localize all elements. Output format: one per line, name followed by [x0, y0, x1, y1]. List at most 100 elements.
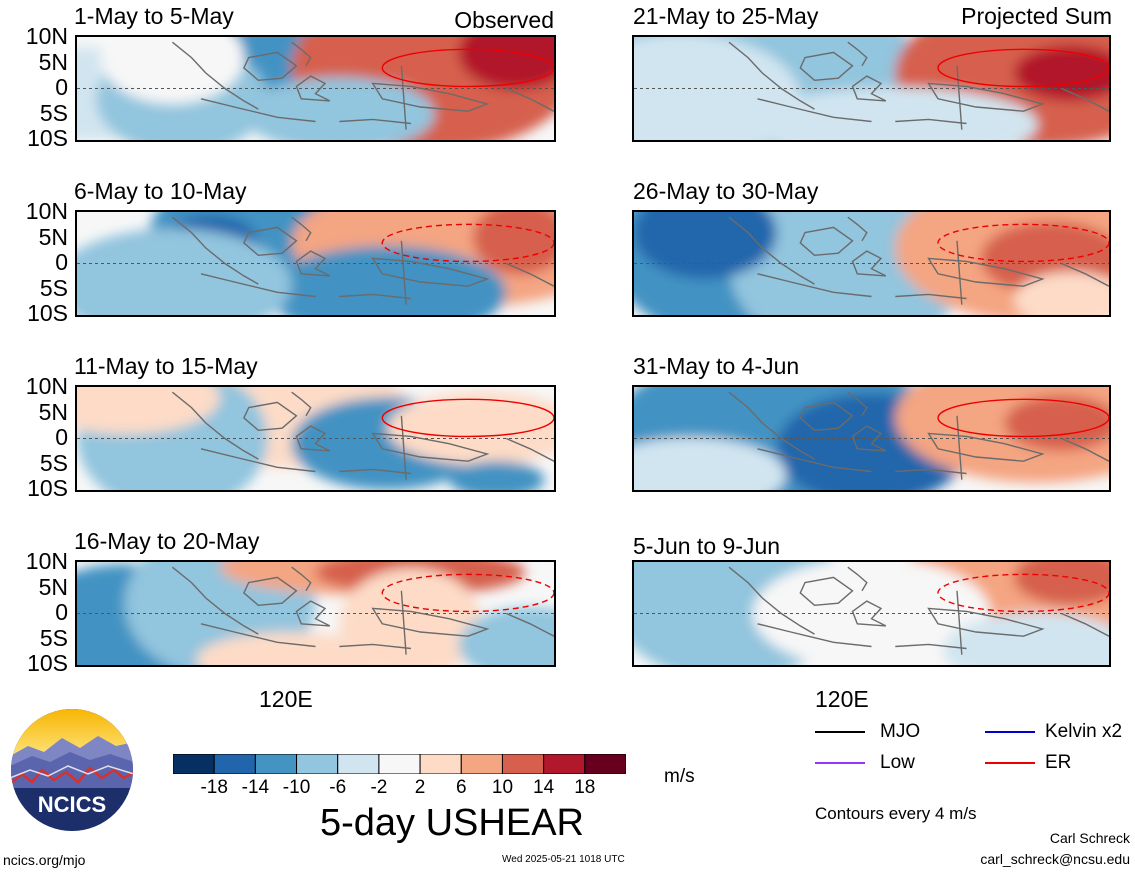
lat-label: 10S [27, 300, 68, 326]
er-contour [381, 223, 554, 263]
colorbar-swatch [296, 753, 339, 775]
colorbar-swatch [460, 753, 503, 775]
lat-label: 10S [27, 125, 68, 151]
shading-blob [77, 387, 221, 435]
lat-label: 0 [55, 74, 68, 100]
shading-blob [387, 391, 554, 466]
shading-blob [243, 77, 435, 140]
colorbar-swatch [543, 753, 586, 775]
map-panel-6 [632, 210, 1111, 317]
lat-label: 10N [25, 23, 68, 49]
colorbar-swatch [378, 753, 421, 775]
legend-label-kelvin: Kelvin x2 [1045, 721, 1123, 742]
panel-title-1: 1-May to 5-May [74, 3, 234, 29]
colorbar-tick-label: 10 [491, 777, 514, 798]
legend-swatch-low [815, 762, 865, 764]
colorbar-swatch [584, 753, 627, 775]
shading-blob [449, 461, 545, 490]
map-panel-3 [75, 385, 556, 492]
lat-label: 0 [55, 249, 68, 275]
shading-blob [752, 87, 1038, 140]
contour-note: Contours every 4 m/s [815, 804, 977, 823]
colorbar-tick-label: -6 [329, 777, 347, 798]
map-panel-5 [632, 35, 1111, 142]
lat-label: 10N [25, 198, 68, 224]
lat-label: 5N [38, 573, 68, 600]
shading-blob [458, 607, 554, 665]
er-contour [381, 398, 554, 438]
panel-title-3: 11-May to 15-May [74, 353, 258, 379]
colorbar-tick-label: -18 [200, 777, 228, 798]
lat-label: 5N [38, 398, 68, 425]
colorbar-tick-label: 6 [455, 777, 467, 798]
colorbar-tick-label: 18 [574, 777, 596, 798]
lat-label: 10S [27, 650, 68, 676]
lat-label: 5S [39, 449, 68, 476]
footer-author: Carl Schreck [1049, 830, 1130, 846]
er-contour [381, 573, 554, 613]
legend-label-low: Low [880, 752, 915, 773]
legend-swatch-er [985, 762, 1035, 764]
lat-label: 0 [55, 599, 68, 625]
colorbar-swatch [254, 753, 298, 775]
colorbar-tick-label: -10 [282, 777, 311, 798]
footer-timestamp: Wed 2025-05-21 1018 UTC [502, 854, 625, 865]
panel-title-4: 16-May to 20-May [74, 528, 260, 554]
colorbar [172, 753, 627, 775]
map-panel-4 [75, 560, 556, 667]
chart-title: 5-day USHEAR [320, 802, 584, 844]
shading-blob [1014, 45, 1109, 101]
lat-label: 5S [39, 99, 68, 126]
shading-blob [1014, 271, 1109, 315]
colorbar-swatch [172, 753, 215, 775]
shading-blob [267, 246, 507, 315]
footer-email: carl_schreck@ncsu.edu [980, 851, 1130, 867]
shading-blob [77, 228, 292, 315]
colorbar-swatch [337, 753, 380, 775]
lat-label: 10N [25, 373, 68, 399]
er-contour [937, 398, 1109, 438]
ncics-logo: NCICS [10, 708, 134, 832]
legend-swatch-mjo [815, 731, 865, 733]
legend-label-mjo: MJO [880, 721, 921, 742]
logo-text: NCICS [38, 792, 106, 817]
colorbar-swatch [501, 753, 545, 775]
shading-blob [472, 212, 554, 275]
map-panel-8 [632, 560, 1111, 667]
panel-title-7: 31-May to 4-Jun [633, 353, 800, 379]
panel-title-6: 26-May to 30-May [633, 178, 819, 204]
shading-blob [634, 437, 786, 490]
colorbar-tick-label: -14 [241, 777, 270, 798]
lat-label: 5N [38, 223, 68, 250]
column-tag-projected: Projected Sum [961, 3, 1112, 29]
lat-label: 0 [55, 424, 68, 450]
panel-title-5: 21-May to 25-May [633, 3, 819, 29]
shading-blob [942, 612, 1109, 665]
lat-label: 10S [27, 475, 68, 501]
footer-url: ncics.org/mjo [3, 852, 86, 868]
er-contour [937, 48, 1109, 88]
shading-blob [752, 562, 991, 665]
legend-label-er: ER [1045, 752, 1072, 773]
shading-blob [1014, 562, 1109, 606]
map-panel-2 [75, 210, 556, 317]
colorbar-tick-label: 14 [533, 777, 555, 798]
shading-blob [100, 37, 244, 104]
column-tag-observed: Observed [454, 7, 554, 33]
colorbar-tick-label: 2 [414, 777, 426, 798]
colorbar-swatch [419, 753, 462, 775]
colorbar-swatch [213, 753, 256, 775]
map-panel-1 [75, 35, 556, 142]
shading-blob [339, 568, 483, 665]
er-contour [381, 48, 554, 88]
panel-title-2: 6-May to 10-May [74, 178, 247, 204]
shading-blob [196, 632, 388, 665]
er-contour [937, 223, 1109, 263]
legend-swatch-kelvin [985, 731, 1035, 733]
map-panel-7 [632, 385, 1111, 492]
colorbar-tick-label: -2 [370, 777, 388, 798]
shading-blob [634, 212, 777, 279]
lat-label: 5S [39, 624, 68, 651]
units-label: m/s [664, 766, 695, 787]
lat-label: 10N [25, 548, 68, 574]
